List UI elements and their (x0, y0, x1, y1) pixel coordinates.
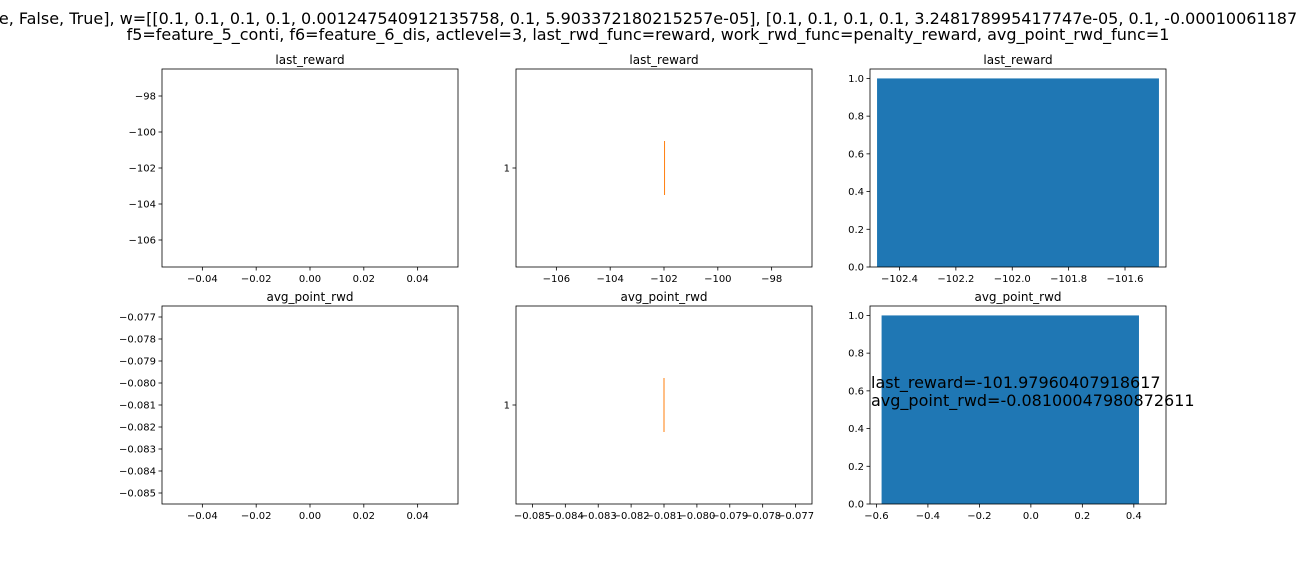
y-tick-label: 0.0 (848, 263, 864, 274)
y-tick-label: 1.0 (848, 311, 864, 322)
subplot-title: last_reward (983, 53, 1052, 67)
x-tick-label: 0.0 (1023, 511, 1039, 522)
x-tick-label: −0.4 (916, 511, 940, 522)
y-tick-label: −0.077 (119, 313, 156, 324)
suptitle-line-2: f5=feature_5_conti, f6=feature_6_dis, ac… (127, 25, 1170, 45)
subplot-last-reward-line: last_reward −106 −104 −102 −100 −98 1 (504, 53, 813, 285)
subplot-last-reward-empty: last_reward −0.04 −0.02 0.00 0.02 0.04 −98 −100… (129, 53, 459, 285)
y-tick-label: −0.082 (119, 423, 156, 434)
x-tick-label: −0.6 (864, 511, 888, 522)
bar (881, 315, 1139, 504)
subplot-last-reward-bar: last_reward −102.4 −102.2 −102.0 −101.8 −101.… (848, 53, 1167, 285)
x-tick-label: 0.04 (407, 274, 429, 285)
x-tick-label: −102 (650, 274, 677, 285)
subplot-avg-point-empty: avg_point_rwd −0.04 −0.02 0.00 0.02 0.04 −0.07… (119, 290, 459, 522)
x-tick-label: 0.2 (1074, 511, 1090, 522)
y-tick-label: 0.4 (848, 187, 864, 198)
x-tick-label: 0.4 (1126, 511, 1142, 522)
x-tick-label: −0.04 (187, 274, 218, 285)
y-tick-label: −0.083 (119, 445, 156, 456)
annotation-text: avg_point_rwd=-0.08100047980872611 (871, 391, 1195, 411)
x-tick-label: 0.00 (299, 274, 321, 285)
y-tick-label: 1 (504, 401, 510, 412)
x-tick-label: −0.04 (187, 511, 218, 522)
subplot-grid: last_reward −0.04 −0.02 0.00 0.02 0.04 −98 −100… (119, 53, 1195, 522)
x-tick-label: −104 (596, 274, 623, 285)
y-tick-label: 0.0 (848, 500, 864, 511)
annotation-text: last_reward=-101.97960407918617 (871, 373, 1161, 393)
bar (877, 78, 1159, 267)
x-tick-label: −0.2 (967, 511, 991, 522)
subplot-title: last_reward (275, 53, 344, 67)
y-tick-label: −0.080 (119, 379, 156, 390)
x-tick-label: −0.081 (645, 511, 682, 522)
y-tick-label: −102 (129, 164, 156, 175)
x-tick-label: −0.083 (580, 511, 617, 522)
x-tick-label: 0.02 (353, 511, 375, 522)
x-tick-label: −102.2 (937, 274, 974, 285)
x-tick-label: −102.4 (881, 274, 918, 285)
axes-frame (869, 305, 1167, 505)
x-tick-label: −0.077 (777, 511, 814, 522)
y-tick-label: −100 (129, 128, 156, 139)
x-tick-label: 0.00 (299, 511, 321, 522)
subplot-title: last_reward (629, 53, 698, 67)
x-tick-label: −101.6 (1107, 274, 1144, 285)
x-tick-label: −0.02 (241, 274, 272, 285)
x-tick-label: −0.082 (613, 511, 650, 522)
y-tick-label: 0.8 (848, 112, 864, 123)
x-tick-label: −0.079 (711, 511, 748, 522)
y-tick-label: 1.0 (848, 74, 864, 85)
y-tick-label: −106 (129, 236, 156, 247)
y-tick-label: 0.6 (848, 149, 864, 160)
y-tick-label: −0.081 (119, 401, 156, 412)
y-tick-label: −104 (129, 200, 156, 211)
x-tick-label: −0.078 (744, 511, 781, 522)
y-tick-label: −0.085 (119, 489, 156, 500)
axes-frame (515, 68, 813, 268)
x-tick-label: −0.02 (241, 511, 272, 522)
subplot-title: avg_point_rwd (974, 290, 1061, 304)
subplot-title: avg_point_rwd (620, 290, 707, 304)
x-tick-label: 0.04 (407, 511, 429, 522)
subplot-avg-point-bar: avg_point_rwd −0.6 −0.4 −0.2 0.0 0.2 0.4 0.0 0.2… (848, 290, 1194, 522)
axes-frame (161, 305, 459, 505)
axes-frame (161, 68, 459, 268)
x-tick-label: −101.8 (1050, 274, 1087, 285)
y-tick-label: 1 (504, 164, 510, 175)
y-tick-label: −0.084 (119, 467, 156, 478)
y-tick-label: 0.8 (848, 349, 864, 360)
suptitle-line-1: e, False, True], w=[[0.1, 0.1, 0.1, 0.1,… (0, 9, 1296, 28)
x-tick-label: 0.02 (353, 274, 375, 285)
y-tick-label: 0.4 (848, 424, 864, 435)
y-tick-label: 0.6 (848, 386, 864, 397)
y-tick-label: −0.079 (119, 357, 156, 368)
x-tick-label: −0.080 (678, 511, 715, 522)
x-tick-label: −102.0 (994, 274, 1031, 285)
subplot-title: avg_point_rwd (266, 290, 353, 304)
y-tick-label: −0.078 (119, 335, 156, 346)
x-tick-label: −106 (543, 274, 570, 285)
x-tick-label: −98 (761, 274, 782, 285)
y-tick-label: 0.2 (848, 462, 864, 473)
y-tick-label: −98 (135, 92, 156, 103)
y-tick-label: 0.2 (848, 225, 864, 236)
subplot-avg-point-line: avg_point_rwd−0.085−0.084−0.083−0.082−0.… (504, 290, 814, 522)
x-tick-label: −0.084 (547, 511, 584, 522)
x-tick-label: −100 (704, 274, 731, 285)
x-tick-label: −0.085 (514, 511, 551, 522)
axes-frame (869, 68, 1167, 268)
